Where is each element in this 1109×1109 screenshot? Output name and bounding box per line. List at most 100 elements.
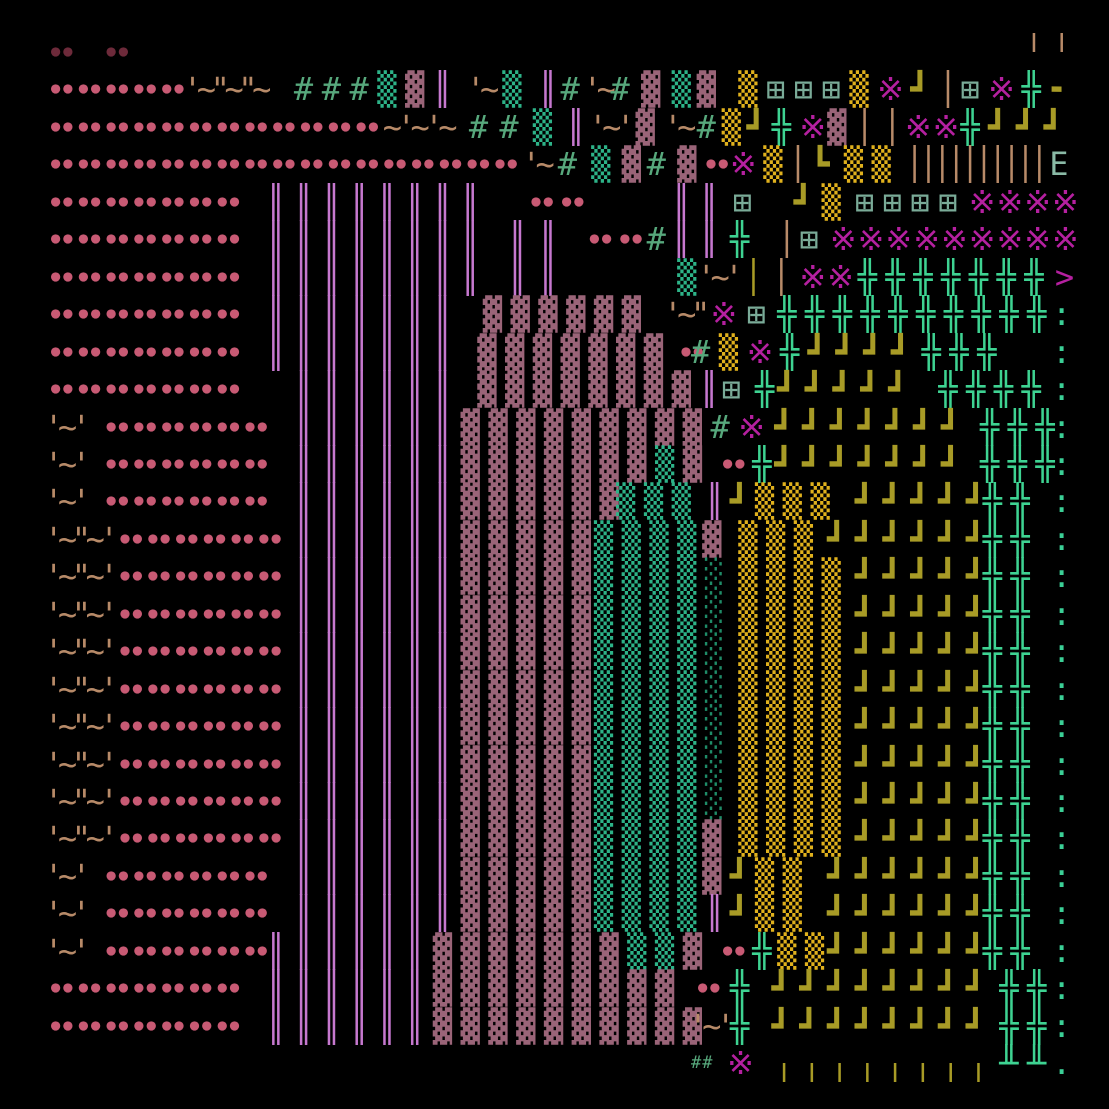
map-glyph-run: ∙∙: [101, 332, 133, 371]
map-glyph-run: ∙∙: [73, 1006, 105, 1045]
map-glyph-run: ╬╬: [999, 1006, 1055, 1045]
map-glyph-run: ▓: [405, 70, 433, 109]
map-glyph-run: ┛┛┛┛┛┛┛┛: [771, 1006, 994, 1045]
map-glyph-run: ∙∙: [101, 33, 133, 71]
map-glyph-run: ∙∙: [226, 557, 258, 596]
map-glyph-run: ∙∙: [115, 782, 146, 820]
map-glyph-run: ∙∙: [526, 182, 557, 221]
map-glyph-run: #: [610, 70, 639, 109]
map-glyph-run: ∙∙: [254, 782, 285, 820]
map-glyph-run: ∙∙: [434, 145, 466, 184]
map-glyph-run: ∙∙: [157, 145, 188, 184]
map-glyph-run: ∙∙: [226, 519, 258, 558]
map-glyph-run: ╬╬: [999, 969, 1055, 1008]
map-glyph-run: ∙∙: [184, 482, 216, 521]
map-glyph-run: ※: [727, 1044, 763, 1083]
map-glyph-run: ∙∙: [129, 295, 160, 334]
map-glyph-run: :: [1052, 332, 1080, 371]
map-glyph-run: ▓: [702, 819, 730, 858]
map-glyph-run: ∙∙: [101, 145, 133, 184]
map-glyph-run: ⊞: [766, 70, 794, 109]
map-glyph-run: ∙∙: [254, 519, 285, 558]
map-glyph-run: ┛┛┛┛┛: [777, 370, 916, 409]
map-glyph-run: ╬╬: [982, 519, 1039, 558]
map-glyph-run: ∙∙: [73, 295, 105, 334]
map-glyph-run: ∙∙: [212, 145, 244, 184]
map-glyph-run: ▓: [682, 444, 711, 483]
map-glyph-run: ∙∙: [240, 894, 271, 933]
map-glyph-run: ▒: [763, 145, 791, 184]
map-glyph-run: ▒▒▒: [616, 482, 700, 521]
map-glyph-run: ⊞: [732, 182, 761, 221]
map-glyph-run: ▓▓▓▓▓▓▓▓: [477, 370, 700, 409]
map-glyph-run: ∙∙: [46, 220, 77, 259]
map-glyph-run: ▓▓▓▓▓: [460, 782, 600, 820]
map-glyph-run: ∙∙: [129, 931, 160, 970]
map-glyph-run: ∙∙: [129, 145, 160, 184]
map-glyph-run: ∙∙: [198, 557, 230, 596]
map-glyph-run: ║║║║║║: [293, 856, 461, 895]
map-glyph-run: ┛┛┛┛┛: [854, 819, 994, 858]
map-glyph-run: ⊞: [938, 182, 966, 221]
map-glyph-run: :: [1052, 444, 1080, 483]
map-glyph-run: ⊞: [910, 182, 939, 221]
map-glyph-run: ▒▒▒▒: [738, 594, 850, 633]
map-glyph-run: ▓▓▓▓▓▓: [482, 295, 650, 334]
map-glyph-run: ▒▒▒▒: [738, 819, 850, 858]
map-glyph-run: ╬╬: [982, 819, 1039, 858]
map-glyph-run: ∙∙: [101, 220, 133, 259]
map-glyph-run: ║: [538, 220, 567, 259]
map-glyph-run: ∙∙: [254, 632, 285, 671]
map-glyph-run: ∙∙: [198, 519, 230, 558]
map-glyph-run: ⊞: [821, 70, 850, 109]
map-glyph-run: ※: [932, 107, 968, 146]
map-glyph-run: ∙∙: [170, 519, 202, 558]
map-glyph-run: #: [710, 407, 739, 446]
map-glyph-run: ∙∙: [184, 407, 216, 446]
map-glyph-run: ∙∙: [129, 444, 160, 483]
map-glyph-run: '~: [466, 70, 499, 109]
map-glyph-run: ∙∙: [115, 744, 146, 783]
map-glyph-run: ╬: [771, 107, 800, 146]
map-glyph-run: '~": [663, 295, 710, 334]
map-glyph-run: ╸: [1052, 70, 1080, 109]
map-glyph-run: ∙∙: [198, 782, 230, 820]
map-glyph-run: ∙∙: [184, 370, 216, 409]
map-glyph-run: ∙∙: [129, 1006, 160, 1045]
map-glyph-run: ∙∙: [101, 969, 133, 1008]
map-glyph-run: ∙∙: [240, 482, 271, 521]
map-glyph-run: ││││││││││: [904, 145, 1049, 184]
map-glyph-run: '~': [44, 931, 91, 970]
map-glyph-run: ∙∙: [46, 332, 77, 371]
map-glyph-run: #: [646, 145, 675, 184]
map-glyph-run: │: [771, 257, 800, 296]
map-glyph-run: ░: [704, 707, 733, 746]
map-glyph-run: ⊞: [854, 182, 883, 221]
map-glyph-run: ∙∙: [254, 594, 285, 633]
map-glyph-run: ∙∙: [226, 632, 258, 671]
map-glyph-run: #: [691, 332, 719, 371]
map-glyph-run: ※: [799, 107, 835, 146]
map-glyph-run: ∙∙: [101, 70, 133, 109]
map-glyph-run: ∙∙: [46, 257, 77, 296]
map-glyph-run: '~': [44, 482, 91, 521]
map-glyph-run: ※: [829, 220, 866, 259]
map-glyph-run: ┛┛┛┛┛: [854, 557, 994, 596]
map-glyph-run: ║║║║║║: [266, 1006, 433, 1045]
map-glyph-run: ∙∙: [184, 332, 216, 371]
map-glyph-run: ∙∙: [226, 744, 258, 783]
map-glyph-run: ⊞: [960, 70, 989, 109]
map-glyph-run: ▓▓▓▓▓: [460, 669, 600, 708]
map-glyph-run: ∙∙: [226, 819, 258, 858]
map-glyph-run: ∙∙: [73, 70, 105, 109]
map-glyph-run: ║║║║║║║: [266, 332, 461, 371]
map-glyph-run: ∙∙: [46, 370, 77, 409]
map-glyph-run: :: [1052, 482, 1080, 521]
map-glyph-run: ∙∙: [212, 182, 244, 221]
map-glyph-run: '~': [44, 856, 91, 895]
map-glyph-run: ∙∙: [254, 819, 285, 858]
map-glyph-run: ∙∙: [184, 1006, 216, 1045]
map-glyph-run: ▒▒▒▒: [738, 744, 850, 783]
map-glyph-run: ∙∙: [226, 669, 258, 708]
map-glyph-run: ║: [507, 220, 536, 259]
